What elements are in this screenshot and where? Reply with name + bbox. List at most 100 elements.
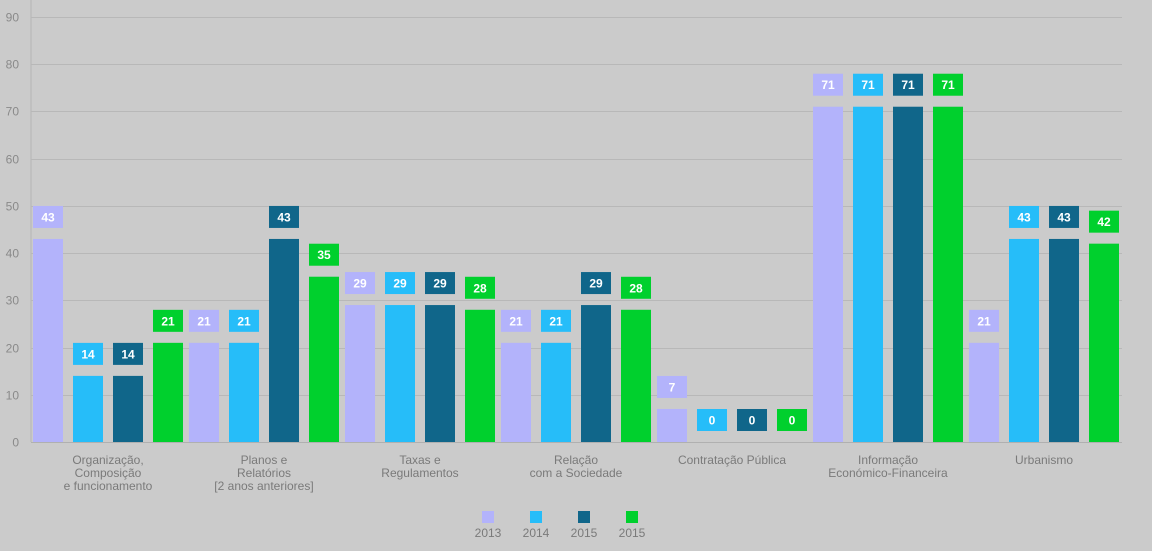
bar [269, 238, 299, 442]
data-label: 71 [821, 78, 835, 92]
category-label: Planos e Relatórios [2 anos anteriores] [214, 453, 313, 493]
category-label: Relação com a Sociedade [530, 453, 623, 480]
y-tick-label: 40 [6, 247, 20, 261]
bar [465, 309, 495, 442]
bar [621, 309, 651, 442]
data-label: 29 [353, 277, 367, 291]
y-tick-label: 0 [12, 436, 19, 450]
data-label-box [229, 309, 259, 332]
data-label: 14 [81, 347, 95, 361]
bar [853, 106, 883, 442]
legend-label: 2015 [571, 526, 598, 540]
category-label-line: Regulamentos [381, 466, 458, 480]
y-tick-label: 10 [6, 389, 20, 403]
bar [33, 238, 63, 442]
bar [657, 408, 687, 442]
data-label-box [113, 342, 143, 365]
data-label-box [621, 276, 651, 299]
data-label-box [153, 309, 183, 332]
data-label: 29 [393, 277, 407, 291]
data-label-box [33, 205, 63, 228]
data-label-box [269, 205, 299, 228]
bar [1009, 238, 1039, 442]
x-axis-categories: Organização, Composição e funcionamento Pla… [64, 453, 1074, 493]
category-label-line: Planos e [241, 453, 288, 467]
data-label: 35 [317, 248, 331, 262]
bar [113, 375, 143, 442]
category-label-line: com a Sociedade [530, 466, 623, 480]
legend-label: 2014 [523, 526, 550, 540]
data-label-box [581, 272, 611, 295]
y-tick-label: 90 [6, 11, 20, 25]
bar [813, 106, 843, 442]
data-label-box [853, 73, 883, 96]
bar [425, 305, 455, 442]
data-label: 43 [1057, 210, 1071, 224]
data-label: 0 [709, 414, 716, 428]
category-label-line: Económico-Financeira [828, 466, 948, 480]
data-label-box [933, 73, 963, 96]
data-label: 43 [1017, 210, 1031, 224]
category-label: Urbanismo [1015, 453, 1073, 467]
category-label-line: Taxas e [399, 453, 441, 467]
y-tick-label: 30 [6, 294, 20, 308]
legend-label: 2015 [619, 526, 646, 540]
legend-label: 2013 [475, 526, 502, 540]
bar [309, 276, 339, 442]
bar [1089, 243, 1119, 442]
legend-swatch [530, 511, 542, 523]
data-label: 43 [41, 210, 55, 224]
data-label-box [465, 276, 495, 299]
bar [969, 342, 999, 442]
legend-swatch [626, 511, 638, 523]
category-label: Organização, Composição e funcionamento [64, 453, 153, 493]
data-label-box [969, 309, 999, 332]
category-label-line: Relação [554, 453, 598, 467]
bar [189, 342, 219, 442]
data-label: 21 [509, 314, 523, 328]
data-label-box [893, 73, 923, 96]
bar [385, 305, 415, 442]
data-label: 42 [1097, 215, 1111, 229]
y-tick-label: 80 [6, 58, 20, 72]
bar [541, 342, 571, 442]
bar [501, 342, 531, 442]
bars: 43 14 14 21 21 21 43 35 29 29 29 28 21 21 29 28 7 0 0 0 71 71… [33, 73, 1119, 442]
data-label: 21 [197, 314, 211, 328]
data-label: 0 [789, 414, 796, 428]
bar [893, 106, 923, 442]
data-label-box [1089, 210, 1119, 233]
y-tick-label: 60 [6, 153, 20, 167]
data-label-box [813, 73, 843, 96]
data-label: 71 [941, 78, 955, 92]
bar [1049, 238, 1079, 442]
category-label-line: Organização, [72, 453, 143, 467]
data-label: 28 [629, 281, 643, 295]
bar [73, 375, 103, 442]
data-label-box [541, 309, 571, 332]
data-label-box [1009, 205, 1039, 228]
data-label: 14 [121, 347, 135, 361]
legend-swatch [482, 511, 494, 523]
category-label-line: Urbanismo [1015, 453, 1073, 467]
data-label: 71 [861, 78, 875, 92]
data-label: 29 [589, 277, 603, 291]
data-label-box [697, 409, 727, 431]
data-label: 21 [549, 314, 563, 328]
bar [933, 106, 963, 442]
bar [229, 342, 259, 442]
legend: 2013 2014 2015 2015 [475, 511, 646, 540]
data-label-box [657, 375, 687, 398]
data-label: 29 [433, 277, 447, 291]
data-label-box [385, 272, 415, 295]
data-label: 21 [161, 314, 175, 328]
data-label: 0 [749, 414, 756, 428]
y-tick-label: 70 [6, 105, 20, 119]
category-label-line: Informação [858, 453, 918, 467]
category-label-line: Contratação Pública [678, 453, 786, 467]
y-axis-ticks: 0 10 20 30 40 50 60 70 80 90 [6, 11, 20, 450]
data-label: 71 [901, 78, 915, 92]
data-label-box [737, 409, 767, 431]
category-label: Informação Económico-Financeira [828, 453, 948, 480]
